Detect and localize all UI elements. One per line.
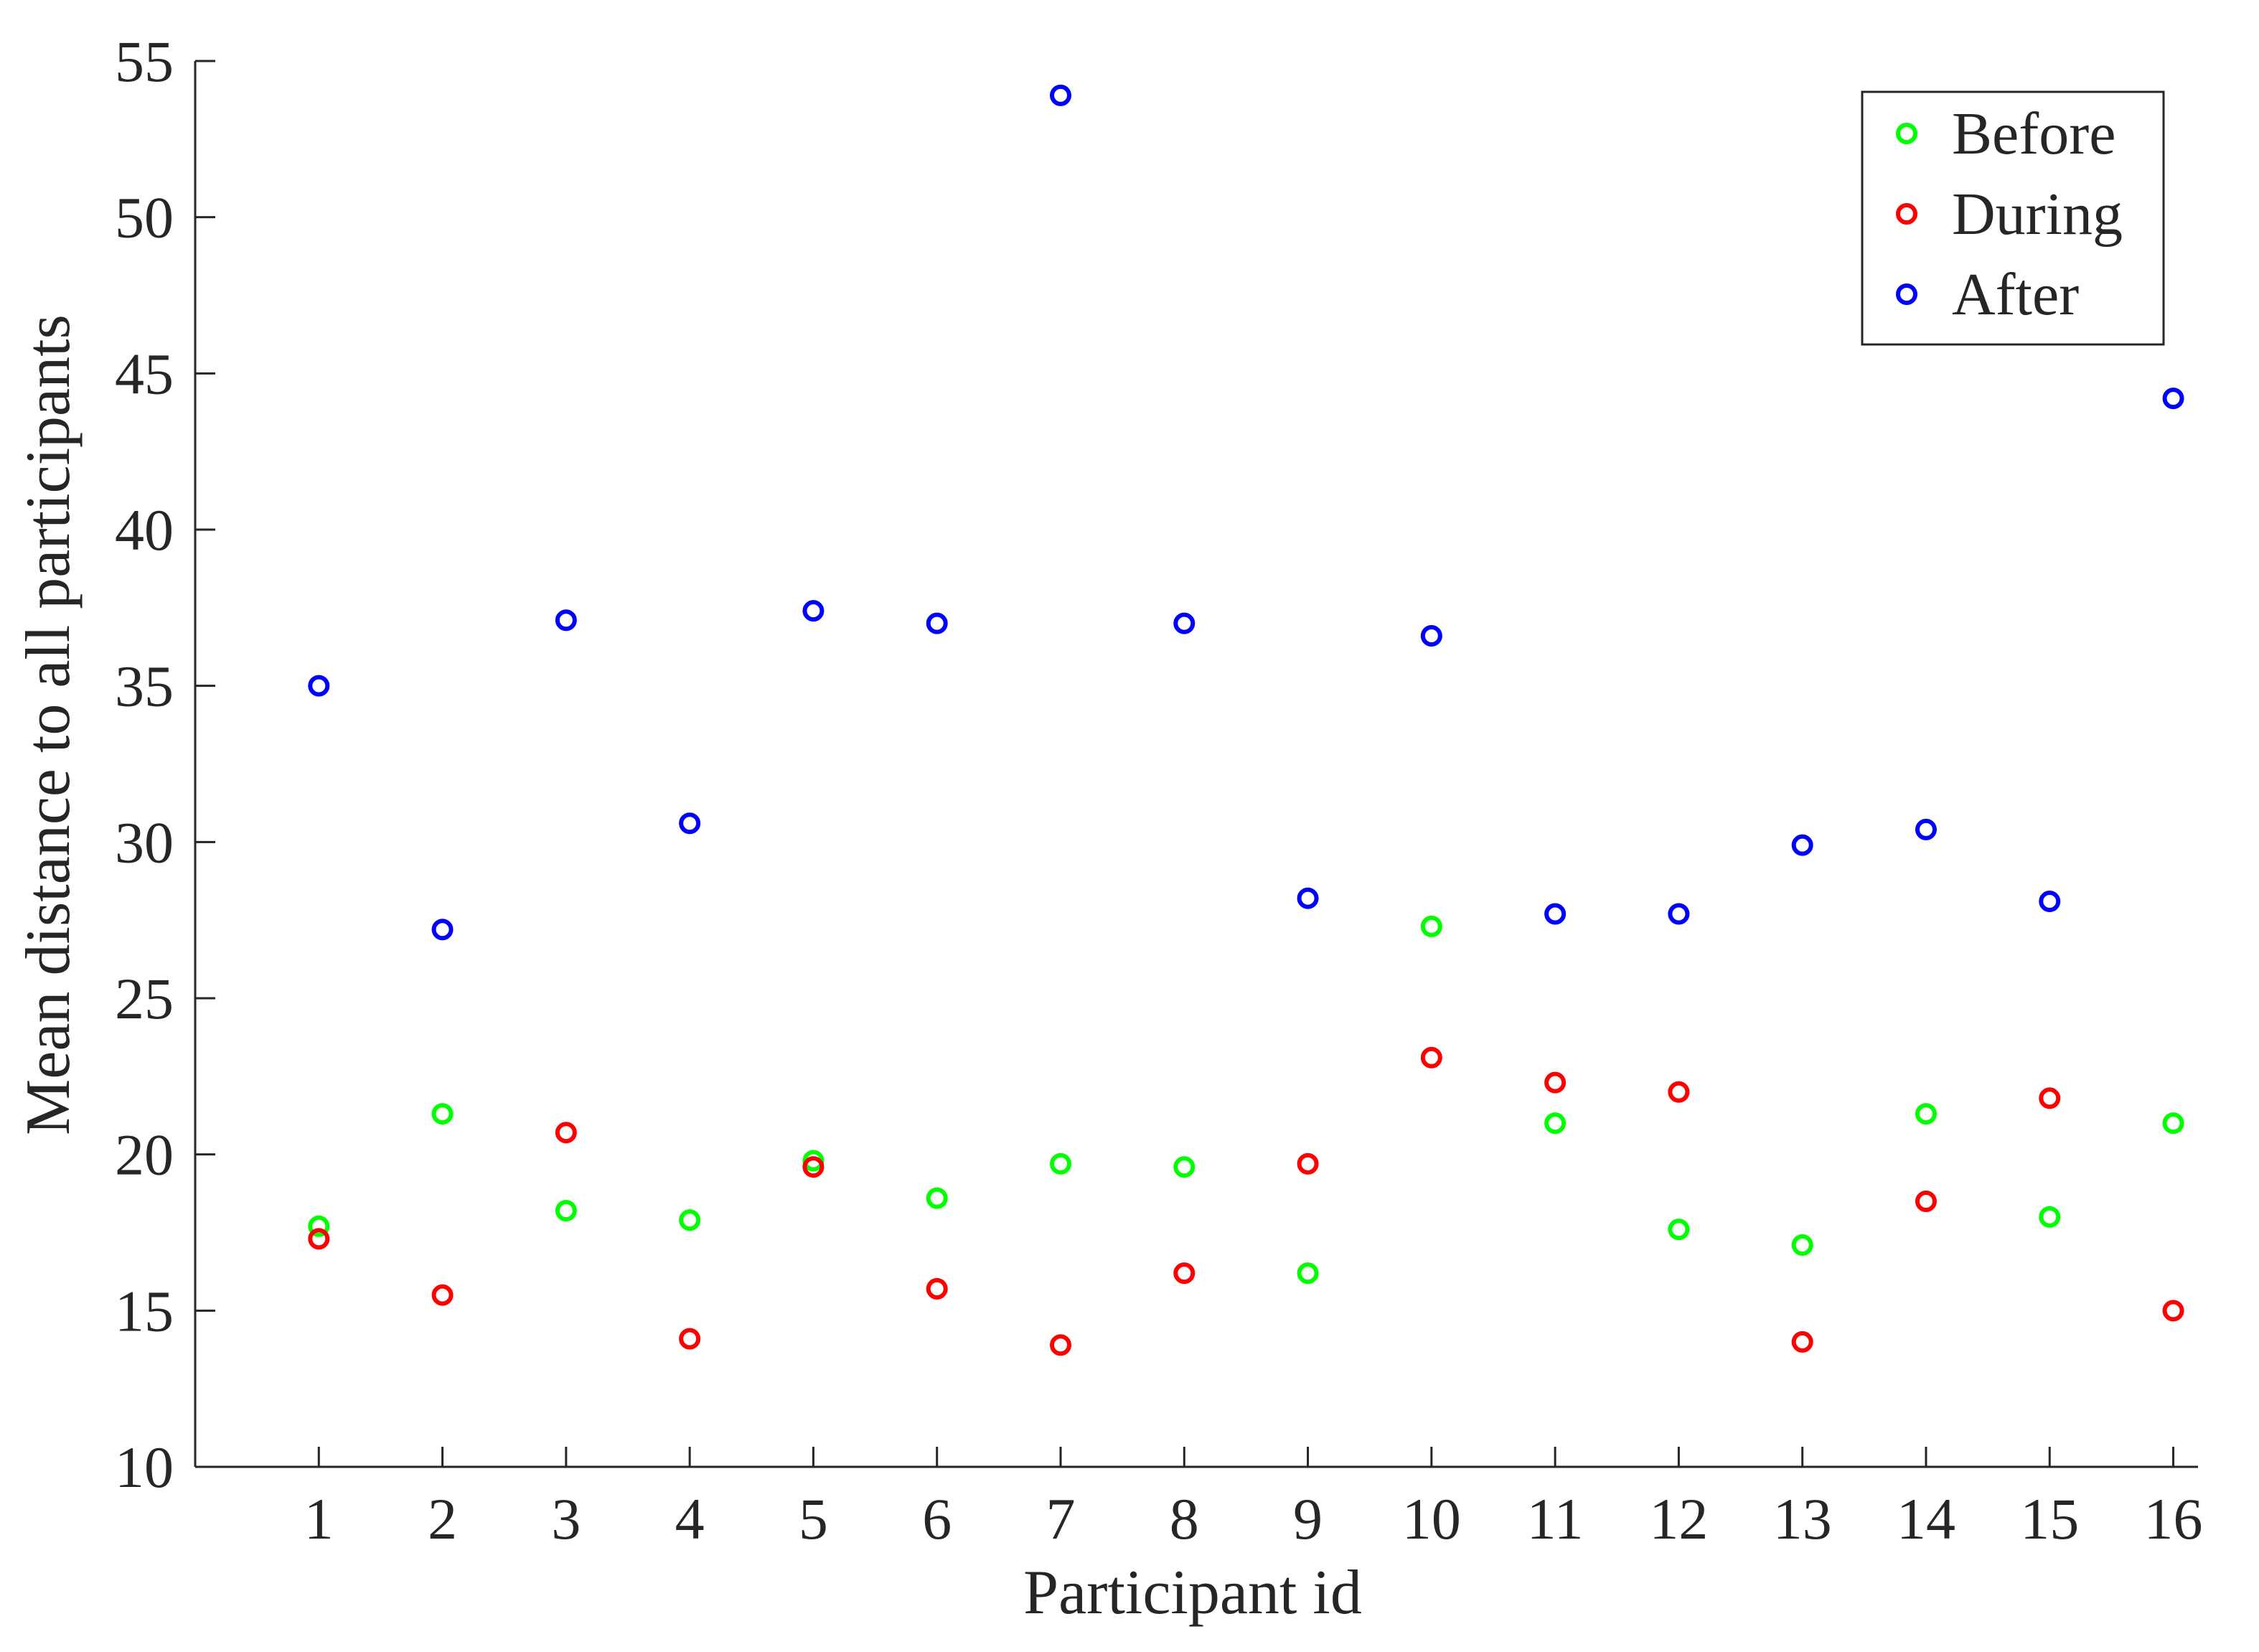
data-point-before: [1173, 1156, 1196, 1178]
y-tick-label: 10: [115, 1435, 174, 1500]
data-point-before: [2039, 1206, 2061, 1228]
data-point-after: [1791, 834, 1813, 856]
y-tick-label: 25: [115, 966, 174, 1031]
data-point-after: [679, 812, 701, 835]
y-tick-label: 45: [115, 341, 174, 406]
data-point-after: [1420, 625, 1442, 647]
data-point-before: [1049, 1153, 1071, 1175]
x-tick-label: 8: [1170, 1486, 1199, 1552]
y-axis-label: Mean distance to all participants: [14, 314, 83, 1135]
data-point-during: [1297, 1153, 1319, 1175]
x-tick-label: 11: [1527, 1486, 1584, 1552]
data-point-during: [1173, 1262, 1196, 1285]
x-tick-label: 13: [1773, 1486, 1832, 1552]
data-point-after: [802, 600, 825, 622]
data-point-after: [1049, 84, 1071, 106]
data-point-after: [1297, 887, 1319, 909]
y-tick-label: 55: [115, 29, 174, 94]
y-tick-label: 30: [115, 809, 174, 875]
data-point-during: [2162, 1300, 2184, 1322]
x-tick-label: 4: [675, 1486, 705, 1552]
data-point-after: [1173, 612, 1196, 634]
series-after: [308, 84, 2184, 941]
data-point-during: [308, 1228, 330, 1250]
x-tick-label: 14: [1897, 1486, 1955, 1552]
data-point-before: [1791, 1234, 1813, 1256]
y-tick-label: 15: [115, 1278, 174, 1343]
legend-label-during: During: [1952, 181, 2123, 248]
x-tick-label: 7: [1046, 1486, 1075, 1552]
x-tick-label: 15: [2020, 1486, 2079, 1552]
data-point-before: [555, 1200, 577, 1222]
data-point-after: [2162, 388, 2184, 410]
data-point-after: [308, 675, 330, 697]
data-point-after: [1915, 818, 1937, 840]
data-point-before: [1420, 915, 1442, 937]
data-point-after: [2039, 891, 2061, 913]
y-tick-label: 50: [115, 185, 174, 250]
data-point-during: [555, 1122, 577, 1144]
x-tick-label: 9: [1293, 1486, 1323, 1552]
x-tick-label: 16: [2144, 1486, 2203, 1552]
data-point-during: [2039, 1087, 2061, 1109]
data-point-after: [926, 612, 948, 634]
data-point-during: [1791, 1330, 1813, 1353]
series-during: [308, 1046, 2184, 1356]
x-tick-label: 6: [922, 1486, 952, 1552]
legend-label-before: Before: [1952, 100, 2116, 167]
data-point-before: [926, 1187, 948, 1209]
legend-marker-after: [1896, 283, 1917, 305]
x-tick-label: 2: [428, 1486, 457, 1552]
data-point-before: [1297, 1262, 1319, 1285]
x-tick-label: 10: [1402, 1486, 1461, 1552]
data-point-before: [1915, 1103, 1937, 1125]
data-point-during: [1915, 1190, 1937, 1212]
data-point-during: [926, 1277, 948, 1300]
data-point-during: [1049, 1334, 1071, 1356]
data-point-during: [1668, 1081, 1690, 1103]
x-tick-label: 12: [1649, 1486, 1708, 1552]
data-point-before: [1668, 1219, 1690, 1241]
y-tick-label: 40: [115, 497, 174, 563]
data-point-after: [1668, 903, 1690, 925]
x-tick-label: 3: [551, 1486, 581, 1552]
x-axis-label: Participant id: [1023, 1558, 1362, 1628]
data-point-before: [679, 1209, 701, 1231]
x-tick-label: 5: [799, 1486, 828, 1552]
data-point-during: [1420, 1046, 1442, 1069]
data-point-before: [431, 1103, 454, 1125]
series-before: [308, 915, 2184, 1285]
legend-label-after: After: [1952, 261, 2079, 328]
y-tick-label: 35: [115, 654, 174, 719]
data-point-during: [679, 1328, 701, 1350]
data-point-during: [802, 1156, 825, 1178]
legend-marker-during: [1896, 203, 1917, 225]
y-tick-label: 20: [115, 1122, 174, 1188]
data-point-during: [1544, 1071, 1567, 1094]
data-point-after: [555, 609, 577, 632]
data-point-after: [1544, 903, 1567, 925]
legend: Before During After: [1861, 90, 2165, 346]
data-marks: [308, 84, 2184, 1356]
data-point-after: [431, 919, 454, 941]
axes: 1 2 3 4 5 6 7 8 9 10 11 12 13 14 15 1610152025303540455…: [115, 29, 2203, 1552]
data-point-before: [308, 1215, 330, 1237]
legend-marker-before: [1896, 123, 1917, 144]
x-tick-label: 1: [304, 1486, 334, 1552]
data-point-before: [2162, 1112, 2184, 1135]
data-point-before: [1544, 1112, 1567, 1135]
data-point-during: [431, 1284, 454, 1306]
